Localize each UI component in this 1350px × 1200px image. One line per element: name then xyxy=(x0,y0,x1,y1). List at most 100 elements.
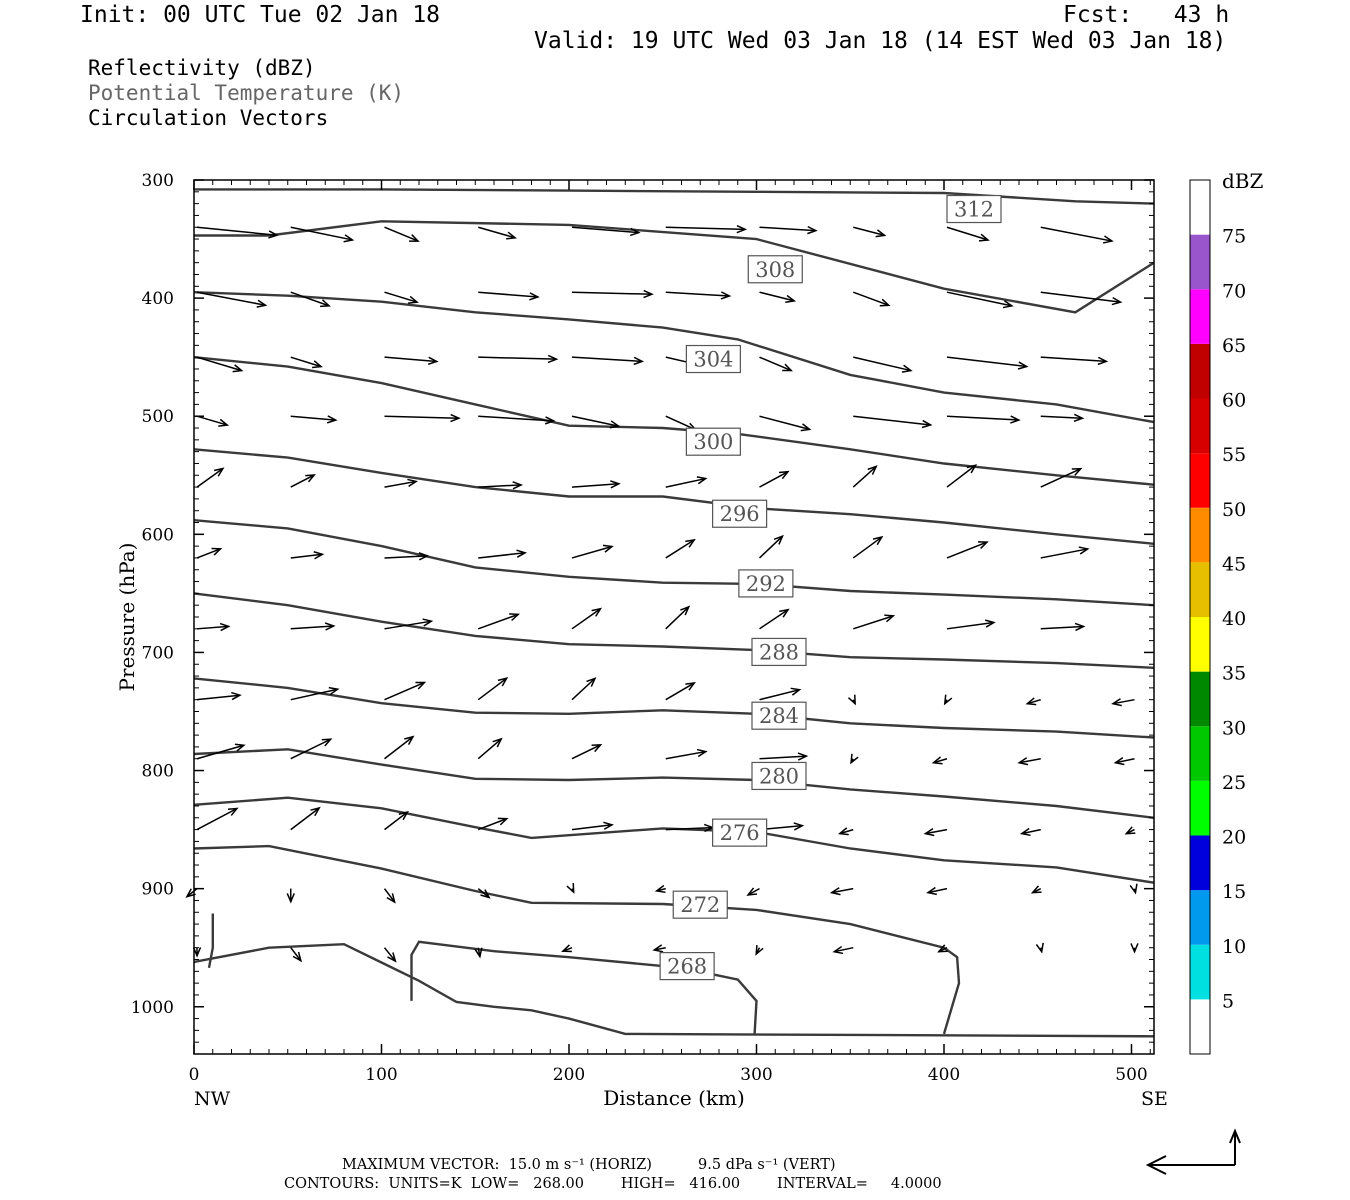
circulation-vector xyxy=(829,887,854,896)
circulation-vector xyxy=(571,743,603,760)
circulation-vector xyxy=(1040,226,1114,244)
colorbar-bin xyxy=(1190,780,1210,836)
footer-max-vector: MAXIMUM VECTOR: 15.0 m s⁻¹ (HORIZ) 9.5 d… xyxy=(342,1157,836,1173)
colorbar-tick-label: 35 xyxy=(1222,663,1246,685)
circulation-vector xyxy=(477,817,509,831)
circulation-vector xyxy=(196,356,244,373)
circulation-vector xyxy=(850,753,859,765)
circulation-vector xyxy=(290,291,331,308)
circulation-vector xyxy=(946,226,990,242)
plot-frame xyxy=(193,179,1155,1055)
circulation-vector xyxy=(290,686,340,701)
y-tick-label: 700 xyxy=(142,643,174,663)
circulation-vector xyxy=(923,828,948,837)
footer-contours: CONTOURS: UNITS=K LOW= 268.00 HIGH= 416.… xyxy=(284,1176,942,1192)
circulation-vector xyxy=(571,289,654,299)
circulation-vector xyxy=(946,356,1029,370)
svg-text:292: 292 xyxy=(746,572,786,596)
axes: 300 400 500 600 700 800 900 1000 0 100 200 300 400 50… xyxy=(131,171,1154,1085)
circulation-vector xyxy=(196,807,239,831)
circulation-vector xyxy=(1035,942,1044,954)
contour-label-296: 296 xyxy=(712,499,768,528)
circulation-vector xyxy=(1040,546,1090,559)
circulation-vector xyxy=(1129,883,1138,895)
circulation-vector xyxy=(1113,756,1135,766)
x-tick-label: 0 xyxy=(189,1065,200,1085)
circulation-vector xyxy=(852,465,878,488)
svg-text:300: 300 xyxy=(693,430,733,454)
colorbar-tick-label: 5 xyxy=(1222,990,1234,1012)
circulation-vector xyxy=(1124,826,1136,835)
circulation-vector xyxy=(946,415,1021,424)
theta-contour-4 xyxy=(193,448,1155,545)
circulation-vector xyxy=(477,888,491,899)
circulation-vector xyxy=(571,821,614,831)
x-end-label-se: SE xyxy=(1141,1088,1168,1110)
colorbar-tick-label: 25 xyxy=(1222,772,1246,794)
svg-text:296: 296 xyxy=(720,502,760,526)
colorbar-bin xyxy=(1190,398,1210,454)
circulation-vector xyxy=(196,622,231,632)
contour-label-312: 312 xyxy=(946,194,1002,224)
x-axis-label: Distance (km) xyxy=(603,1086,745,1110)
y-tick-label: 900 xyxy=(142,880,174,900)
colorbar-tick-label: 45 xyxy=(1222,553,1246,575)
circulation-vector xyxy=(196,415,230,427)
x-tick-label: 400 xyxy=(928,1065,960,1085)
y-tick-label: 300 xyxy=(142,171,174,191)
circulation-vector xyxy=(665,476,708,488)
circulation-vector xyxy=(759,225,818,235)
circulation-vector xyxy=(931,756,948,765)
x-end-label-nw: NW xyxy=(194,1088,231,1110)
circulation-vector xyxy=(652,944,666,953)
colorbar-tick-label: 60 xyxy=(1222,390,1246,412)
circulation-vector xyxy=(759,687,802,701)
contour-label-272: 272 xyxy=(672,890,728,919)
circulation-vector xyxy=(1111,698,1135,707)
circulation-vector xyxy=(847,694,856,706)
circulation-vector xyxy=(1017,757,1041,766)
circulation-vector xyxy=(852,535,884,559)
forecast-hour: Fcst: 43 h xyxy=(1063,2,1230,28)
colorbar-bin xyxy=(1190,562,1210,617)
circulation-vector xyxy=(384,552,430,561)
circulation-vector xyxy=(746,887,760,896)
contour-label-284: 284 xyxy=(751,701,807,730)
circulation-vector xyxy=(571,544,614,559)
circulation-vector xyxy=(478,354,559,364)
circulation-vector xyxy=(196,467,225,488)
circulation-vector xyxy=(759,752,809,761)
colorbar-tick-label: 15 xyxy=(1222,881,1246,903)
contour-label-288: 288 xyxy=(751,637,807,667)
circulation-vector xyxy=(665,224,748,234)
circulation-vector xyxy=(474,947,483,959)
colorbar-tick-label: 10 xyxy=(1222,936,1246,958)
circulation-vector xyxy=(571,677,597,701)
circulation-vector xyxy=(185,888,198,898)
circulation-vector xyxy=(853,226,887,238)
colorbar-bin xyxy=(1190,234,1210,290)
colorbar-bin xyxy=(1190,890,1210,945)
valid-time: Valid: 19 UTC Wed 03 Jan 18 (14 EST Wed … xyxy=(534,28,1227,54)
theta-contour-7 xyxy=(193,677,1155,739)
colorbar-frame xyxy=(1189,179,1211,1055)
circulation-vector xyxy=(290,806,321,831)
colorbar-tick-label: 55 xyxy=(1222,444,1246,466)
circulation-vector xyxy=(755,944,764,956)
circulation-vector xyxy=(477,737,503,760)
colorbar-bin xyxy=(1190,343,1210,399)
theta-contour-1 xyxy=(194,220,1155,314)
circulation-vector xyxy=(571,356,645,366)
circulation-vector xyxy=(665,748,708,760)
colorbar-bin xyxy=(1190,726,1210,781)
svg-text:288: 288 xyxy=(759,640,799,664)
circulation-vector xyxy=(759,356,794,372)
theta-contour-13 xyxy=(410,940,758,1034)
circulation-vector xyxy=(384,618,434,630)
contour-label-280: 280 xyxy=(751,761,807,791)
field-circulation-vectors: Circulation Vectors xyxy=(88,106,329,130)
theta-contour-0 xyxy=(194,188,1155,205)
y-tick-label: 800 xyxy=(142,762,174,782)
y-tick-label: 400 xyxy=(142,289,174,309)
theta-contour-3 xyxy=(193,356,1155,486)
